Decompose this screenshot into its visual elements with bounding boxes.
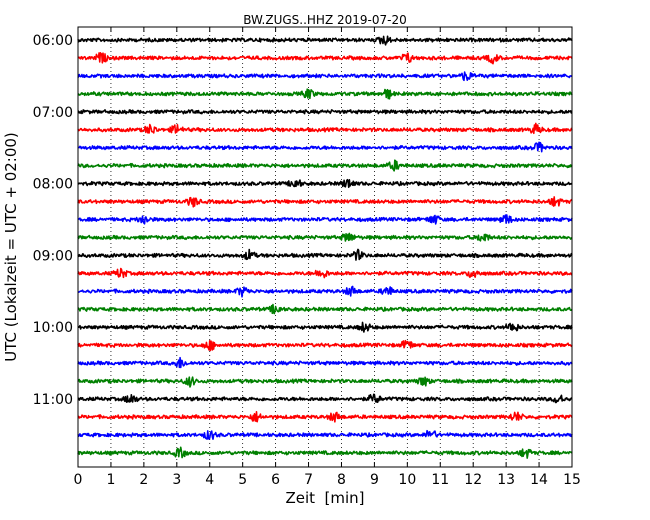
x-tick-label: 10 bbox=[398, 472, 416, 488]
x-tick-label: 7 bbox=[304, 472, 313, 488]
x-tick-label: 6 bbox=[271, 472, 280, 488]
trace-0830 bbox=[77, 214, 573, 225]
x-tick-label: 0 bbox=[74, 472, 83, 488]
trace-0615 bbox=[77, 51, 573, 65]
y-axis-ticks: 06:00 07:00 08:00 09:00 10:00 11:00 bbox=[33, 33, 572, 408]
x-tick-label: 11 bbox=[431, 472, 449, 488]
x-tick-label: 14 bbox=[530, 472, 548, 488]
x-tick-label: 4 bbox=[205, 472, 214, 488]
x-tick-label: 12 bbox=[464, 472, 482, 488]
x-tick-label: 5 bbox=[238, 472, 247, 488]
trace-1000 bbox=[77, 321, 573, 333]
trace-0645 bbox=[77, 88, 573, 100]
trace-0800 bbox=[77, 178, 573, 189]
x-tick-label: 9 bbox=[370, 472, 379, 488]
y-axis-label: UTC (Lokalzeit = UTC + 02:00) bbox=[2, 132, 20, 362]
x-axis-ticks: 0 1 2 3 4 5 6 7 8 9 10 11 12 13 14 15 bbox=[74, 27, 581, 488]
trace-0600 bbox=[77, 35, 573, 46]
vertical-grid bbox=[110, 27, 540, 467]
x-tick-label: 8 bbox=[337, 472, 346, 488]
x-tick-label: 15 bbox=[563, 472, 581, 488]
trace-0915 bbox=[77, 267, 573, 279]
traces bbox=[77, 35, 573, 459]
trace-1145 bbox=[77, 446, 573, 459]
trace-0930 bbox=[77, 285, 573, 298]
x-tick-label: 3 bbox=[172, 472, 181, 488]
y-tick-label: 10:00 bbox=[33, 320, 73, 336]
trace-0945 bbox=[77, 303, 573, 315]
plot-frame bbox=[77, 26, 573, 468]
y-tick-label: 07:00 bbox=[33, 105, 73, 121]
y-tick-label: 08:00 bbox=[33, 177, 73, 193]
y-tick-label: 06:00 bbox=[33, 33, 73, 49]
trace-0745 bbox=[77, 159, 573, 172]
trace-0845 bbox=[77, 232, 573, 242]
trace-0815 bbox=[77, 196, 573, 208]
trace-1130 bbox=[77, 429, 573, 440]
trace-0700 bbox=[77, 109, 573, 115]
trace-1015 bbox=[77, 339, 573, 352]
trace-1100 bbox=[77, 393, 573, 404]
trace-0630 bbox=[77, 71, 573, 82]
trace-0900 bbox=[77, 248, 573, 261]
chart-title: BW.ZUGS..HHZ 2019-07-20 bbox=[243, 13, 406, 27]
x-tick-label: 2 bbox=[139, 472, 148, 488]
trace-0730 bbox=[77, 141, 573, 153]
trace-1045 bbox=[77, 376, 573, 388]
trace-1115 bbox=[77, 411, 573, 423]
x-tick-label: 1 bbox=[106, 472, 115, 488]
trace-0715 bbox=[77, 122, 573, 135]
x-tick-label: 13 bbox=[497, 472, 515, 488]
trace-1030 bbox=[77, 356, 573, 369]
y-tick-label: 09:00 bbox=[33, 248, 73, 264]
y-tick-label: 11:00 bbox=[33, 392, 73, 408]
x-axis-label: Zeit [min] bbox=[285, 489, 364, 507]
